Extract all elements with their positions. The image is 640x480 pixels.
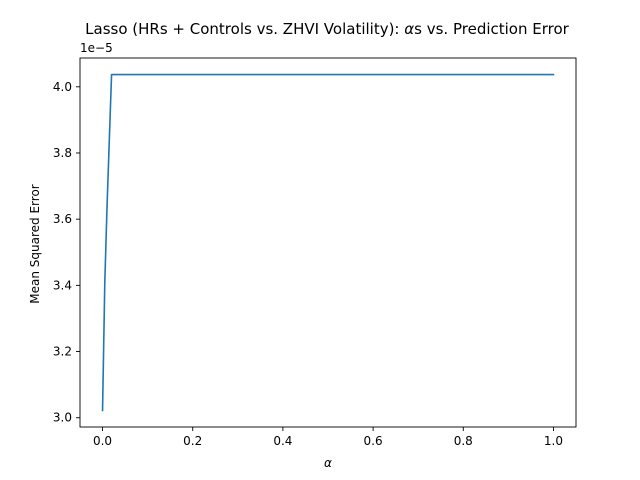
- x-tick-label: 0.0: [93, 434, 112, 448]
- x-tick-label: 0.6: [364, 434, 383, 448]
- plot-area: 0.0 0.2 0.4 0.6 0.8 1.0 3.0 3.2 3.4 3.6 3.8 4.0: [53, 57, 577, 448]
- y-tick-label: 3.8: [53, 146, 72, 160]
- y-tick-label: 3.0: [53, 411, 72, 425]
- y-offset-label: 1e−5: [80, 41, 113, 55]
- y-tick-label: 3.6: [53, 212, 72, 226]
- y-axis-label: Mean Squared Error: [28, 184, 42, 304]
- y-tick-label: 3.4: [53, 278, 72, 292]
- y-tick-label: 3.2: [53, 345, 72, 359]
- axes-frame: [79, 57, 577, 428]
- series-line-0: [101, 73, 555, 412]
- x-tick-label: 0.4: [273, 434, 292, 448]
- chart-title: Lasso (HRs + Controls vs. ZHVI Volatilit…: [85, 20, 569, 38]
- x-tick-label: 0.2: [183, 434, 202, 448]
- y-tick-label: 4.0: [53, 80, 72, 94]
- x-axis-label: α: [324, 456, 332, 470]
- x-tick-label: 1.0: [544, 434, 563, 448]
- x-tick-label: 0.8: [454, 434, 473, 448]
